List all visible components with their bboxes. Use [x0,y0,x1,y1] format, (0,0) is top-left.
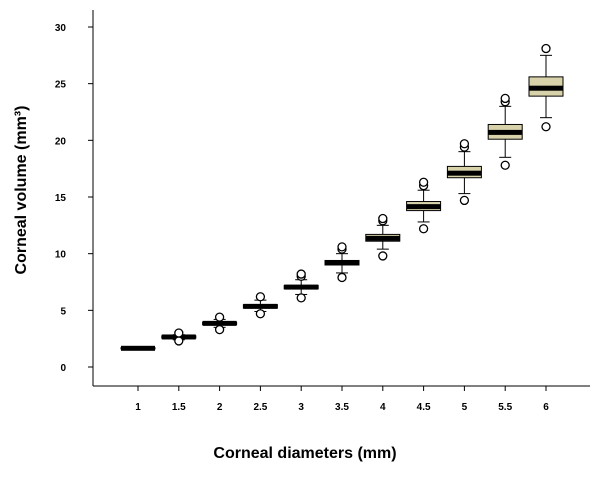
y-tick-label: 15 [55,193,67,204]
median-line [529,85,563,91]
y-tick-label: 25 [55,80,67,91]
median-line [243,303,278,309]
x-tick-label: 4.5 [417,402,431,413]
outlier-point [500,93,510,104]
x-axis-title: Corneal diameters (mm) [213,445,396,462]
box-4.5 [406,177,442,234]
x-axis: 1 1.5 2 2.5 3 3.5 4 4.5 5 5.5 6 [93,385,590,413]
box-4 [365,213,401,261]
x-tick-label: 5 [462,402,468,413]
boxes [120,43,564,351]
median-line [284,284,319,290]
outlier-point [174,336,184,346]
outlier-point [296,269,306,279]
outlier-point [418,224,429,234]
outlier-point [378,251,388,261]
box-6 [528,43,564,132]
outlier-point [459,195,470,206]
y-tick-label: 30 [55,23,67,34]
x-tick-label: 2.5 [253,402,267,413]
outlier-point [214,324,225,335]
outlier-point [296,293,306,303]
outlier-point [255,292,266,302]
median-line [447,170,482,176]
outlier-point [378,213,388,224]
y-tick-label: 0 [60,363,66,374]
x-tick-label: 3.5 [335,402,349,413]
x-tick-label: 6 [543,402,549,413]
outlier-point [337,272,347,283]
outlier-point [337,242,347,252]
box-5.5 [487,93,523,170]
outlier-point [459,139,470,149]
box-2 [202,312,238,335]
box-2.5 [242,292,278,319]
x-tick-label: 4 [380,402,386,413]
y-tick-label: 20 [55,136,67,147]
median-line [406,204,441,210]
y-axis-title: Corneal volume (mm³) [13,106,30,275]
median-line [325,260,359,266]
x-tick-label: 5.5 [498,402,512,413]
median-line [488,129,523,135]
outlier-point [214,312,225,322]
box-3.5 [324,242,360,283]
outlier-point [541,43,551,54]
box-5 [446,139,482,206]
x-tick-label: 1.5 [172,402,186,413]
y-tick-label: 10 [55,250,67,261]
x-tick-label: 1 [135,402,141,413]
outlier-point [418,177,429,187]
median-line [202,320,237,326]
box-1 [120,345,156,351]
outlier-point [174,328,184,338]
y-tick-label: 5 [60,306,66,317]
y-axis: 0 5 10 15 20 25 30 [55,10,94,386]
median-line [121,345,155,351]
x-tick-label: 3 [298,402,304,413]
outlier-point [541,122,551,132]
outlier-point [255,309,266,319]
box-3 [283,269,319,303]
x-tick-label: 2 [217,402,223,413]
outlier-point [500,160,510,170]
median-line [365,235,400,241]
box-1.5 [161,328,197,346]
